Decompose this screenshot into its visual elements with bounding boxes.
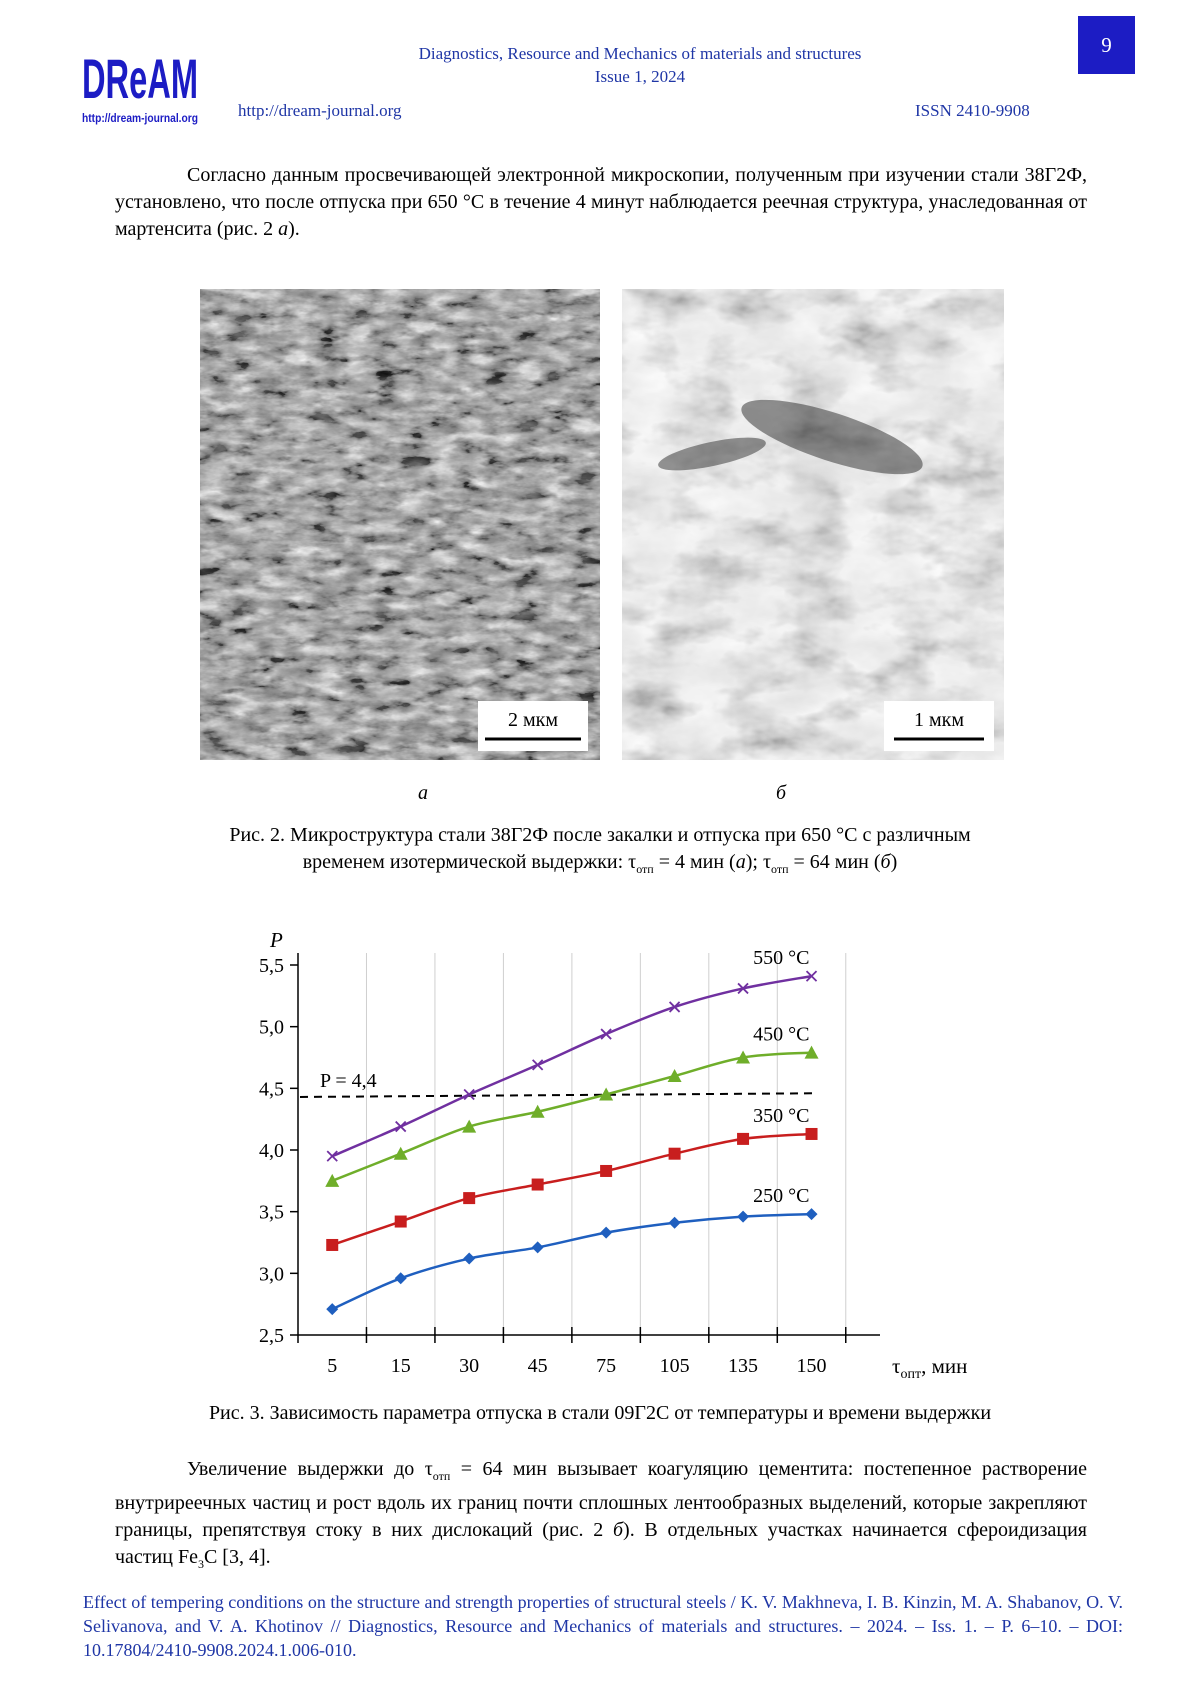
footer-citation: Effect of tempering conditions on the st… (83, 1590, 1123, 1662)
y-tick-label: 3,5 (259, 1202, 284, 1224)
data-point (600, 1227, 612, 1239)
x-tick-label: 45 (528, 1355, 548, 1377)
x-tick-label: 135 (728, 1355, 758, 1377)
x-tick-label: 15 (391, 1355, 411, 1377)
data-point (737, 1133, 749, 1145)
data-point (532, 1179, 544, 1191)
y-tick-label: 4,0 (259, 1140, 284, 1162)
y-tick-label: 5,5 (259, 955, 284, 977)
paragraph-2: Увеличение выдержки до τотп = 64 мин выз… (115, 1456, 1087, 1578)
issn: ISSN 2410-9908 (915, 101, 1030, 121)
y-tick-label: 2,5 (259, 1325, 284, 1347)
journal-name: Diagnostics, Resource and Mechanics of m… (300, 42, 980, 65)
journal-url-link[interactable]: http://dream-journal.org (238, 101, 402, 121)
data-point (395, 1272, 407, 1284)
data-point (669, 1148, 681, 1160)
series-label: 450 °С (753, 1024, 809, 1046)
data-point (600, 1165, 612, 1177)
scale-bar-label-b: 1 мкм (914, 709, 964, 731)
x-tick-label: 75 (596, 1355, 616, 1377)
x-axis-label: τопт, мин (892, 1354, 967, 1382)
paragraph-1-end: ). (288, 218, 300, 240)
journal-issue: Issue 1, 2024 (300, 65, 980, 88)
paragraph-1: Согласно данным просвечивающей электронн… (115, 162, 1087, 243)
logo-url: http://dream-journal.org (82, 111, 198, 125)
data-point (464, 1090, 474, 1100)
journal-title: Diagnostics, Resource and Mechanics of m… (300, 42, 980, 88)
x-tick-label: 5 (327, 1355, 337, 1377)
x-tick-label: 30 (459, 1355, 479, 1377)
figure-2-caption: Рис. 2. Микроструктура стали 38Г2Ф после… (130, 822, 1070, 883)
data-point (463, 1192, 475, 1204)
chart-svg: 2,5 3,0 3,5 4,0 4,5 5,0 5,5 5 15 30 45 75 105 135 150 P… (230, 915, 990, 1385)
paragraph-1-ref: а (278, 218, 288, 240)
x-tick-label: 105 (660, 1355, 690, 1377)
y-tick-label: 5,0 (259, 1017, 284, 1039)
micrograph-b: 1 мкм (622, 289, 1004, 760)
series-label: 550 °С (753, 947, 809, 969)
figure-3-caption: Рис. 3. Зависимость параметра отпуска в … (100, 1400, 1100, 1427)
logo-text: DReAM (82, 47, 198, 110)
data-point (737, 1211, 749, 1223)
data-point (325, 1174, 339, 1187)
tempering-parameter-chart: 2,5 3,0 3,5 4,0 4,5 5,0 5,5 5 15 30 45 75 105 135 150 P… (230, 915, 990, 1385)
data-point (326, 1239, 338, 1251)
reference-line-label: P = 4,4 (320, 1070, 377, 1092)
panel-label-b: б (761, 782, 801, 805)
reference-line (300, 1093, 816, 1097)
data-point (327, 1151, 337, 1161)
figure-2-caption-line2: временем изотермической выдержки: τотп =… (130, 849, 1070, 883)
paragraph-1-text: Согласно данным просвечивающей электронн… (115, 164, 1087, 240)
data-point (394, 1147, 408, 1160)
data-point (669, 1217, 681, 1229)
panel-label-a: а (403, 782, 443, 805)
micrograph-a: 2 мкм (200, 289, 600, 760)
data-point (806, 1208, 818, 1220)
figure-2-caption-line1: Рис. 2. Микроструктура стали 38Г2Ф после… (130, 822, 1070, 849)
data-point (806, 1128, 818, 1140)
y-axis-label: P (269, 928, 283, 952)
page-number-badge: 9 (1078, 16, 1135, 74)
data-point (533, 1060, 543, 1070)
data-point (396, 1122, 406, 1132)
x-tick-label: 150 (797, 1355, 827, 1377)
journal-logo: DReAM http://dream-journal.org (80, 16, 200, 128)
data-point (463, 1253, 475, 1265)
series-label: 350 °С (753, 1105, 809, 1127)
data-point (326, 1303, 338, 1315)
y-tick-label: 4,5 (259, 1078, 284, 1100)
scale-bar-label-a: 2 мкм (508, 709, 558, 731)
data-point (532, 1241, 544, 1253)
data-point (601, 1029, 611, 1039)
series-label: 250 °С (753, 1185, 809, 1207)
y-tick-label: 3,0 (259, 1263, 284, 1285)
data-point (395, 1216, 407, 1228)
